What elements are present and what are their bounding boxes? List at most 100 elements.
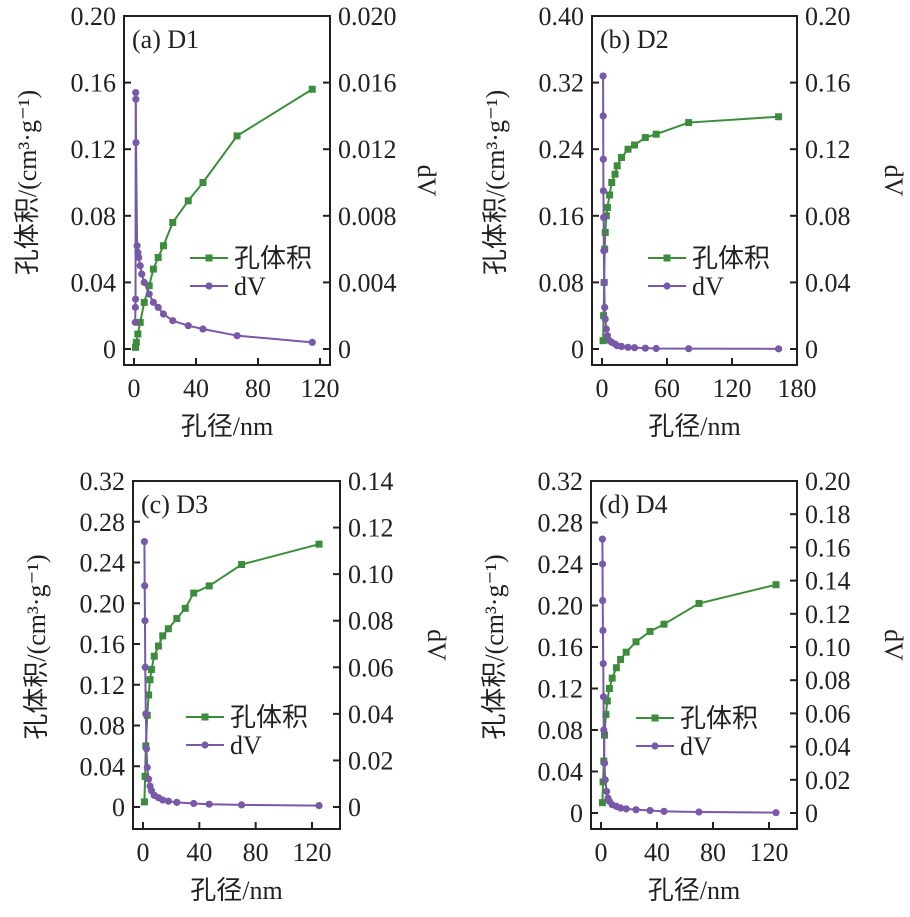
data-point-pore-volume (613, 162, 621, 170)
chart-panel-c: 0 0.04 0.08 0.12 0.16 0.20 0.24 0.28 0.32 0 0.02 0.… (22, 467, 451, 905)
legend-marker-circle (205, 282, 213, 290)
data-point-dv (600, 213, 608, 222)
y-tick-label: 0.12 (80, 671, 126, 700)
data-point-pore-volume (184, 197, 192, 205)
x-axis-title: 孔径/nm (648, 412, 740, 441)
legend-marker-square (663, 254, 671, 262)
y2-tick-label: 0.16 (805, 533, 851, 562)
data-point-dv (600, 726, 608, 734)
y-tick-label: 0 (570, 799, 583, 828)
data-point-dv (617, 342, 626, 351)
y2-tick-label: 0.02 (805, 766, 851, 795)
data-point-dv (652, 344, 660, 353)
legend-label: 孔体积 (234, 244, 312, 273)
data-point-pore-volume (150, 652, 158, 660)
legend-marker-circle (663, 282, 671, 290)
data-point-pore-volume (598, 799, 606, 807)
x-tick-label: 0 (128, 374, 141, 403)
legend-marker-circle (201, 741, 209, 749)
legend-label: dV (680, 732, 712, 761)
legend-marker-square (201, 713, 209, 721)
y2-tick-label: 0.12 (805, 135, 851, 164)
data-point-pore-volume (169, 218, 177, 226)
plot-frame (591, 15, 798, 366)
y-tick-label: 0.20 (80, 589, 126, 618)
data-point-pore-volume (134, 330, 142, 338)
y-axis-title: 孔体积/(cm³·g⁻¹) (481, 90, 510, 275)
x-tick-label: 180 (778, 374, 817, 403)
data-point-pore-volume (136, 318, 144, 326)
data-point-dv (131, 318, 139, 326)
data-point-pore-volume (602, 710, 610, 718)
y2-tick-label: 0.020 (338, 2, 397, 31)
data-point-dv (154, 303, 162, 311)
data-point-pore-volume (622, 648, 630, 656)
data-point-dv (598, 560, 607, 568)
series-line-dv (602, 75, 779, 350)
data-point-pore-volume (618, 154, 625, 162)
data-point-dv (140, 278, 148, 286)
y2-axis-title: dV (879, 165, 908, 197)
data-point-dv (131, 303, 139, 311)
series-line-dv (143, 541, 320, 807)
data-point-dv (632, 806, 640, 814)
data-point-dv (308, 338, 316, 346)
data-point-dv (603, 787, 611, 796)
data-point-dv (142, 710, 150, 718)
y2-tick-label: 0.008 (338, 202, 397, 231)
x-tick-label: 0 (596, 374, 609, 403)
panel-label: (a) D1 (132, 25, 199, 54)
y2-tick-label: 0.12 (348, 514, 394, 543)
data-point-pore-volume (600, 312, 608, 320)
data-point-pore-volume (603, 697, 611, 705)
data-point-dv (173, 798, 181, 806)
data-point-dv (132, 95, 140, 103)
data-point-pore-volume (146, 676, 154, 684)
y2-tick-label: 0.20 (805, 2, 851, 31)
y-tick-label: 0.24 (80, 549, 126, 578)
chart-panel-b: 0 0.08 0.16 0.24 0.32 0.40 0 0.04 0.08 0.12 0.16 0.… (481, 2, 908, 441)
data-point-pore-volume (611, 170, 619, 178)
data-point-dv (617, 804, 625, 812)
series-line-dv (134, 92, 313, 344)
x-tick-label: 80 (243, 838, 269, 867)
data-point-dv (599, 693, 608, 701)
data-point-dv (630, 344, 639, 352)
legend-marker-square (205, 254, 213, 262)
data-point-dv (601, 315, 609, 323)
data-point-pore-volume (164, 625, 172, 633)
y-axis-title: 孔体积/(cm³·g⁻¹) (22, 554, 51, 739)
y-tick-label: 0.40 (539, 2, 585, 31)
data-point-dv (599, 626, 607, 635)
legend-label: dV (234, 272, 266, 301)
data-point-dv (184, 322, 192, 330)
data-point-dv (602, 325, 610, 333)
data-point-pore-volume (132, 338, 140, 346)
y-tick-label: 0.16 (71, 69, 117, 98)
data-point-pore-volume (147, 665, 155, 673)
x-tick-label: 0 (595, 838, 608, 867)
series-line-pore-volume (134, 88, 313, 348)
legend-label: 孔体积 (680, 704, 758, 733)
data-point-dv (141, 582, 149, 590)
y-tick-label: 0 (112, 793, 125, 822)
data-point-pore-volume (603, 203, 611, 211)
y2-tick-label: 0.04 (805, 268, 851, 297)
data-point-dv (600, 278, 608, 286)
data-point-pore-volume (173, 615, 181, 623)
x-tick-label: 60 (654, 374, 680, 403)
series-line-dv (601, 539, 777, 814)
data-point-dv (600, 247, 608, 255)
data-point-pore-volume (772, 581, 780, 589)
x-tick-label: 80 (245, 374, 271, 403)
plot-frame (590, 480, 798, 830)
series-line-pore-volume (601, 583, 777, 803)
data-point-dv (660, 807, 668, 815)
data-point-dv (164, 797, 172, 805)
data-point-dv (601, 303, 609, 311)
y2-tick-label: 0 (348, 793, 361, 822)
data-point-dv (237, 801, 246, 809)
y2-tick-label: 0.16 (805, 69, 851, 98)
data-point-pore-volume (132, 343, 140, 351)
